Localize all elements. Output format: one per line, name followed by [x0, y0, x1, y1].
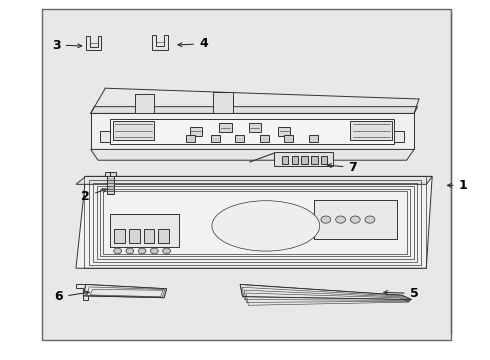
- Text: 7: 7: [327, 161, 357, 174]
- Polygon shape: [91, 113, 414, 149]
- Text: 1: 1: [447, 179, 467, 192]
- Polygon shape: [91, 107, 417, 113]
- Bar: [321, 156, 327, 164]
- Polygon shape: [249, 123, 261, 132]
- Bar: [129, 229, 140, 243]
- Circle shape: [138, 248, 146, 254]
- Bar: [284, 135, 293, 142]
- Bar: [186, 135, 195, 142]
- Polygon shape: [76, 284, 88, 300]
- Circle shape: [126, 248, 134, 254]
- Polygon shape: [220, 123, 232, 132]
- Polygon shape: [135, 94, 154, 113]
- Bar: [107, 176, 114, 194]
- Polygon shape: [110, 214, 179, 247]
- Bar: [158, 229, 169, 243]
- Polygon shape: [113, 121, 154, 140]
- Text: 4: 4: [178, 37, 208, 50]
- Polygon shape: [152, 35, 168, 50]
- Bar: [235, 135, 244, 142]
- Circle shape: [365, 216, 375, 223]
- Bar: [105, 172, 116, 176]
- Circle shape: [336, 216, 345, 223]
- Circle shape: [150, 248, 158, 254]
- Bar: [311, 156, 318, 164]
- Polygon shape: [278, 127, 290, 136]
- Text: 2: 2: [81, 189, 106, 203]
- Polygon shape: [76, 176, 432, 268]
- Bar: [114, 229, 125, 243]
- Bar: [211, 135, 220, 142]
- Polygon shape: [314, 200, 397, 239]
- Bar: [282, 156, 288, 164]
- Circle shape: [321, 216, 331, 223]
- Bar: [42, 9, 451, 340]
- Ellipse shape: [212, 201, 319, 251]
- Polygon shape: [100, 131, 404, 142]
- Text: 6: 6: [54, 291, 89, 303]
- Polygon shape: [190, 127, 202, 136]
- Polygon shape: [76, 176, 432, 184]
- Bar: [260, 135, 269, 142]
- Polygon shape: [213, 92, 233, 113]
- Polygon shape: [350, 121, 392, 140]
- Bar: [309, 135, 318, 142]
- Polygon shape: [110, 119, 394, 144]
- Circle shape: [114, 248, 122, 254]
- Polygon shape: [91, 149, 414, 160]
- Circle shape: [350, 216, 360, 223]
- Bar: [144, 229, 154, 243]
- Bar: [292, 156, 298, 164]
- Polygon shape: [240, 284, 412, 300]
- Bar: [301, 156, 308, 164]
- Polygon shape: [274, 152, 333, 166]
- Text: 3: 3: [52, 39, 82, 51]
- Polygon shape: [86, 36, 101, 50]
- Circle shape: [163, 248, 171, 254]
- Text: 5: 5: [384, 287, 418, 300]
- Polygon shape: [83, 284, 167, 298]
